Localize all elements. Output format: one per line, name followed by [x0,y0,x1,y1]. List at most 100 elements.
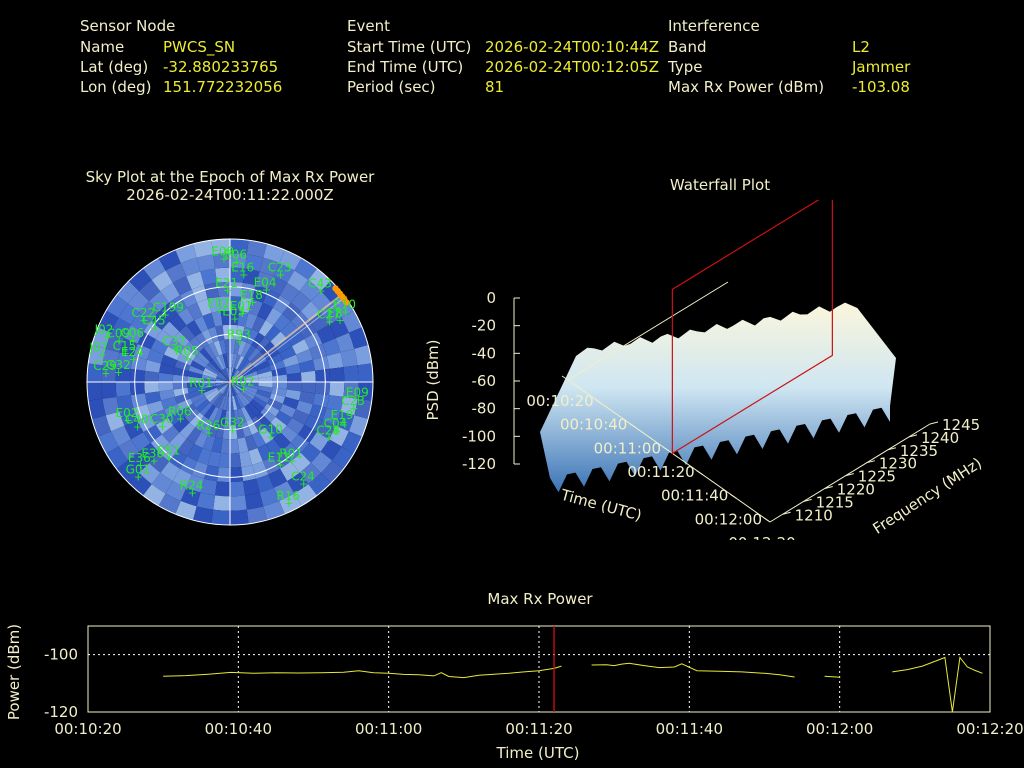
satellite-label: E30 [141,447,164,461]
sky-cell [264,325,281,342]
satellite-label: G32 [106,358,131,372]
power-series-line [892,656,983,713]
sky-cell [168,338,185,354]
sky-cell [263,500,285,521]
satellite-label: R01 [279,447,303,461]
sky-cell [230,296,242,312]
sky-cell [88,398,106,420]
sky-cell [250,399,265,413]
sky-cell [285,363,301,375]
sky-cell [116,352,134,369]
sky-cell [241,282,256,300]
sky-cell [286,329,305,347]
sky-cell [290,291,311,312]
satellite-marker: + [204,426,213,439]
sky-cell [118,439,140,461]
event-period-value: 81 [485,78,505,96]
sky-cell [129,382,145,396]
sky-cell [255,474,274,493]
satellite-label: C24 [291,470,315,484]
satellite-marker: + [232,255,241,268]
sky-cell [196,492,216,510]
sky-cell [217,373,230,382]
satellite-marker: + [158,420,167,433]
satellite-marker: + [228,424,237,437]
sky-cell [218,339,227,355]
sky-cell [215,423,225,439]
sky-cell [230,452,242,468]
sky-cell [252,285,269,303]
sky-cell [208,342,220,358]
sky-cell [308,473,332,496]
satellite-marker: + [150,321,159,334]
waterfall-marker-plane [671,200,833,455]
sky-cell [299,391,316,405]
sky-cell [187,302,203,321]
sky-cell [238,359,251,372]
sky-cell [106,294,128,318]
freq-tick [887,447,897,451]
sky-cell [208,326,219,343]
sky-cell [287,472,309,494]
satellite-label: C37 [162,335,186,349]
sky-cell [221,382,230,395]
power-x-tick-label: 00:12:00 [806,720,873,738]
sky-cell [239,296,253,313]
sky-cell [230,324,238,340]
satellite-label: C22 [131,306,155,320]
sky-cell [230,382,244,388]
sky-cell [159,442,178,462]
sky-cell [115,367,131,382]
sky-cell [150,339,169,355]
satellite-marker: + [161,309,170,322]
z-tick-label: -100 [462,427,496,445]
satellite-label: C29 [93,359,117,373]
sky-cell [143,424,162,443]
satellite-marker: + [134,470,143,483]
power-xlabel: Time (UTC) [496,744,580,762]
satellite-label: E09 [346,386,369,400]
sky-cell [179,325,196,342]
satellite-marker: + [239,382,248,395]
sensor-lat-label: Lat (deg) [80,58,149,76]
sky-cell [237,393,248,407]
sky-cell [241,326,252,343]
satellite-marker: + [139,314,148,327]
sky-cell [211,437,223,453]
sky-cell [105,411,125,432]
sky-cell [180,487,201,507]
satellite-marker: + [170,343,179,356]
sky-cell [230,239,249,255]
sky-cell [151,270,173,292]
sky-cell [230,382,244,390]
sky-cell [211,311,223,327]
sky-cell [272,374,288,382]
sky-cell [269,360,286,371]
sky-cell [235,355,245,370]
sky-cell [201,374,217,381]
sky-cell [294,258,318,280]
sky-cell [282,302,301,322]
sky-cell [150,409,169,425]
sky-cell [267,398,283,411]
sky-cell [101,382,117,399]
sky-cell [231,353,238,369]
interference-type-label: Type [668,58,703,76]
satellite-label: E09 [211,244,234,258]
sky-cell [258,320,274,337]
sky-cell [147,400,164,415]
sky-cell [257,443,273,462]
wf-axis-freq [769,423,931,523]
sky-cell [215,481,230,497]
z-tick-label: -80 [472,400,497,418]
sky-cell [201,382,216,386]
sky-cell [260,408,276,423]
sky-cell [191,285,208,303]
sky-cell [222,368,230,382]
sky-cell [128,268,152,291]
waterfall-title: Waterfall Plot [669,176,771,194]
sky-cell [211,239,230,255]
sky-cell [187,443,203,462]
sky-cell [200,268,217,286]
satellite-label: E04 [254,275,277,289]
